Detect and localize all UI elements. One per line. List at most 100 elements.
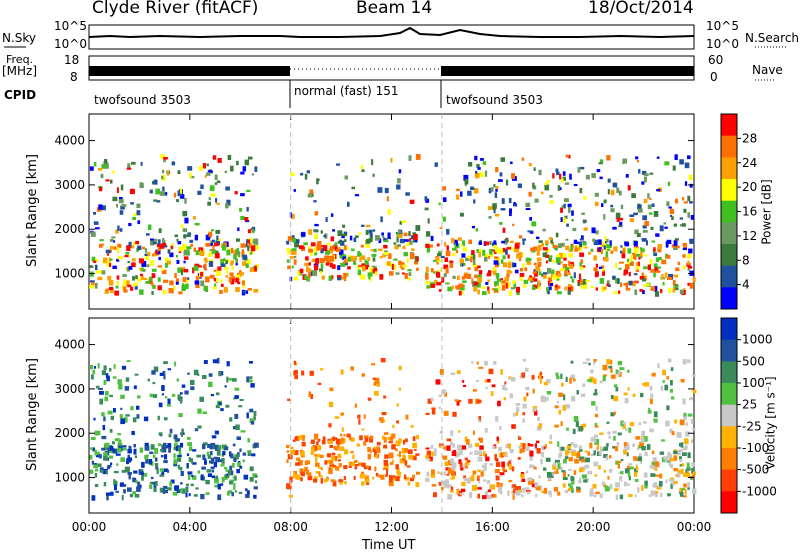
data-cell (178, 450, 182, 456)
data-cell (146, 233, 150, 236)
data-cell (294, 242, 299, 248)
data-cell (524, 267, 528, 272)
data-cell (293, 472, 296, 479)
data-cell (680, 487, 685, 491)
data-cell (356, 443, 360, 447)
data-cell (564, 456, 569, 459)
data-cell (536, 448, 541, 454)
data-cell (505, 179, 509, 186)
freq-unit-label: [MHz] (2, 64, 38, 78)
data-cell (239, 270, 242, 274)
data-cell (682, 359, 687, 365)
data-cell (90, 364, 94, 370)
data-cell (682, 447, 688, 451)
data-cell (295, 462, 300, 466)
data-cell (155, 457, 158, 462)
data-cell (206, 163, 209, 167)
data-cell (357, 251, 361, 257)
data-cell (316, 453, 321, 458)
data-cell (628, 475, 631, 481)
data-cell (616, 217, 620, 222)
data-cell (578, 426, 583, 432)
data-cell (650, 226, 654, 230)
data-cell (369, 275, 372, 282)
data-cell (354, 464, 359, 466)
data-cell (170, 289, 174, 294)
data-cell (193, 494, 198, 497)
data-cell (381, 232, 384, 236)
data-cell (683, 416, 687, 420)
data-cell (615, 212, 621, 219)
data-cell (576, 244, 580, 249)
data-cell (618, 225, 622, 228)
data-cell (434, 279, 438, 285)
data-cell (628, 427, 632, 433)
data-cell (565, 238, 569, 241)
data-cell (522, 239, 525, 245)
beam-title: Beam 14 (356, 0, 433, 18)
data-cell (665, 420, 670, 427)
data-cell (430, 444, 434, 449)
data-cell (102, 468, 108, 475)
nsky-tick-bottom: 10^0 (54, 37, 87, 51)
data-cell (375, 454, 379, 459)
data-cell (476, 475, 480, 479)
data-cell (471, 225, 475, 229)
data-cell (369, 435, 374, 438)
data-cell (180, 224, 184, 229)
data-cell (516, 254, 521, 259)
data-cell (444, 241, 447, 247)
data-cell (396, 184, 401, 190)
y-tick-label: 4000 (54, 338, 85, 352)
data-cell (553, 487, 559, 492)
data-cell (344, 481, 347, 485)
data-cell (150, 281, 154, 286)
data-cell (618, 190, 622, 196)
data-cell (506, 239, 509, 243)
data-cell (620, 459, 624, 462)
data-cell (174, 272, 177, 279)
data-cell (677, 469, 683, 474)
data-cell (517, 456, 521, 460)
data-cell (147, 252, 151, 256)
data-cell (397, 454, 401, 457)
data-cell (239, 448, 242, 452)
data-cell (558, 466, 563, 470)
data-cell (666, 254, 671, 259)
data-cell (398, 229, 402, 234)
data-cell (319, 454, 324, 458)
data-cell (614, 488, 619, 492)
data-cell (574, 248, 578, 252)
data-cell (643, 421, 647, 424)
data-cell (96, 270, 101, 274)
data-cell (449, 262, 454, 268)
data-cell (163, 157, 168, 160)
data-cell (489, 240, 492, 245)
data-cell (545, 254, 549, 258)
data-cell (585, 174, 590, 180)
data-cell (649, 398, 653, 405)
data-cell (328, 248, 334, 254)
data-cell (518, 486, 521, 490)
data-cell (577, 282, 581, 287)
data-cell (626, 465, 630, 470)
data-cell (501, 198, 505, 204)
data-cell (637, 204, 642, 210)
data-cell (402, 264, 407, 268)
data-cell (545, 379, 551, 384)
data-cell (234, 395, 239, 399)
data-cell (213, 269, 218, 272)
data-cell (461, 253, 466, 258)
data-cell (570, 475, 574, 479)
data-cell (625, 284, 628, 291)
data-cell (155, 466, 159, 470)
data-cell (114, 438, 120, 442)
data-cell (433, 259, 438, 262)
data-cell (679, 224, 682, 227)
data-cell (156, 243, 160, 248)
data-cell (320, 248, 324, 254)
data-cell (159, 243, 165, 249)
data-cell (144, 445, 150, 451)
data-cell (100, 173, 104, 179)
data-cell (410, 253, 415, 260)
